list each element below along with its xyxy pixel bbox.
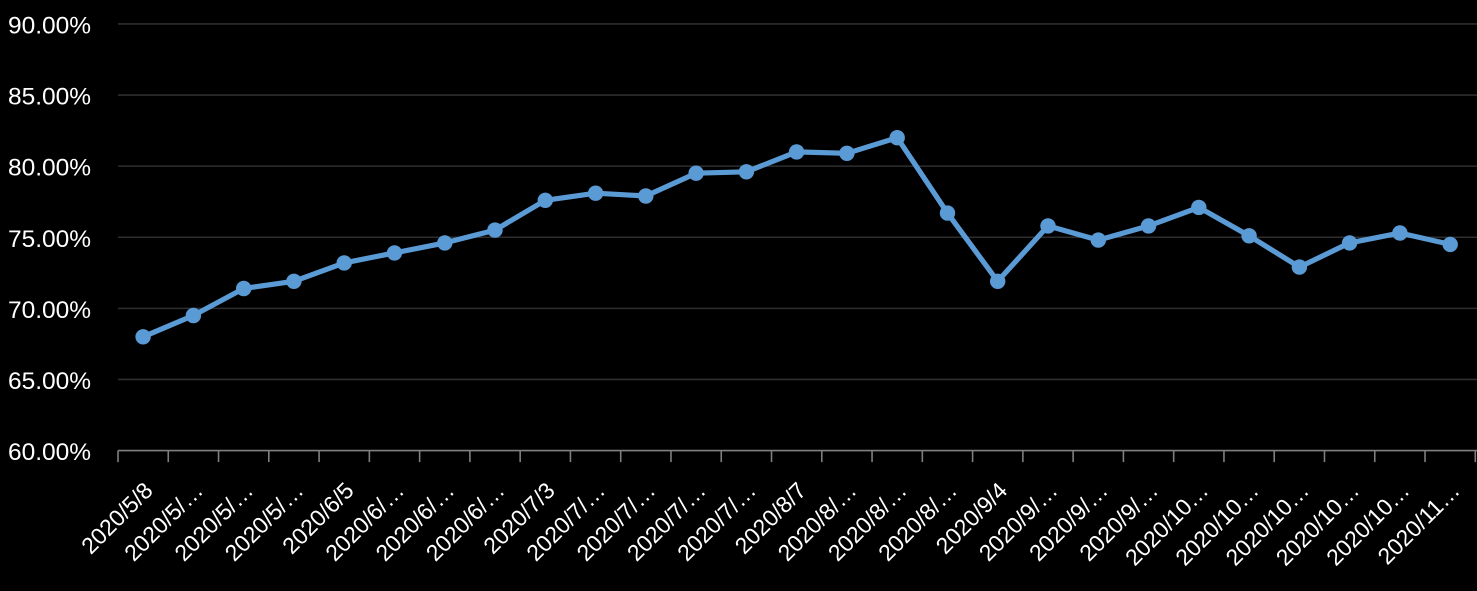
x-axis-labels: 2020/5/82020/5/…2020/5/…2020/5/…2020/6/5…	[76, 477, 1465, 571]
data-point	[1442, 236, 1458, 253]
y-axis-label: 65.00%	[8, 368, 91, 395]
data-point	[336, 255, 352, 271]
y-axis-label: 75.00%	[8, 226, 91, 253]
data-point	[1392, 225, 1408, 241]
data-point	[1341, 235, 1358, 251]
data-point-markers	[135, 130, 1458, 345]
y-axis-label: 85.00%	[8, 84, 91, 111]
data-point	[135, 329, 151, 345]
data-point	[487, 222, 503, 238]
data-point	[236, 280, 252, 297]
data-point	[638, 188, 654, 204]
y-gridlines	[118, 23, 1477, 381]
x-axis	[117, 449, 1477, 463]
data-point	[1040, 218, 1056, 234]
y-axis-label: 80.00%	[8, 155, 91, 182]
data-point	[990, 273, 1006, 289]
data-point	[286, 273, 302, 289]
y-axis-labels: 90.00% 85.00% 80.00% 75.00% 70.00% 65.00% 60.0…	[8, 12, 91, 466]
data-point	[437, 235, 453, 251]
data-point	[1140, 218, 1157, 234]
data-point	[1191, 199, 1207, 216]
data-point	[1090, 232, 1107, 248]
y-axis-label: 90.00%	[8, 12, 91, 39]
data-point	[587, 185, 604, 201]
data-point	[185, 307, 202, 324]
data-point	[788, 144, 805, 160]
data-point	[1241, 228, 1257, 244]
data-point	[537, 192, 553, 208]
data-point	[386, 245, 403, 261]
y-axis-label: 60.00%	[8, 439, 91, 466]
data-point	[738, 164, 755, 180]
data-point	[839, 145, 855, 161]
y-axis-label: 70.00%	[8, 297, 91, 324]
data-point	[939, 205, 956, 221]
data-point	[889, 130, 905, 146]
data-point	[1291, 259, 1308, 275]
data-point	[688, 165, 704, 181]
